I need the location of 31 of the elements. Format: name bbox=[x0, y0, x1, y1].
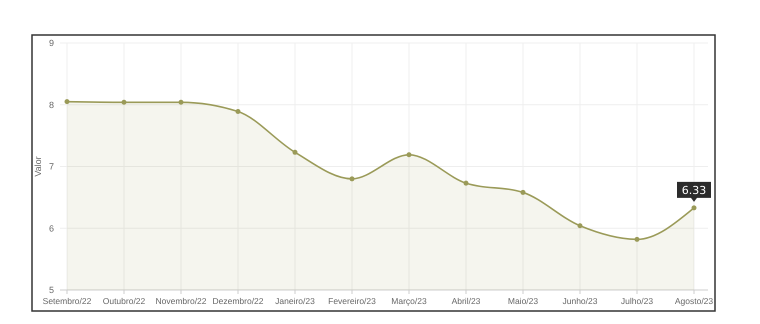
y-tick-label: 7 bbox=[48, 162, 54, 172]
point bbox=[520, 190, 526, 195]
y-axis-title: Valor bbox=[33, 156, 43, 177]
point bbox=[464, 180, 468, 186]
x-tick-label: Dezembro/22 bbox=[212, 296, 264, 306]
x-tick-label: Janeiro/23 bbox=[275, 296, 316, 306]
x-tick-label: Junho/23 bbox=[562, 296, 598, 306]
x-tick-label: Novembro/22 bbox=[155, 296, 207, 306]
point bbox=[578, 223, 582, 228]
point bbox=[692, 205, 696, 210]
point bbox=[634, 236, 640, 242]
x-tick-label: Abril/23 bbox=[452, 296, 481, 306]
point bbox=[122, 100, 126, 105]
y-tick-label: 8 bbox=[48, 100, 54, 110]
y-tick-label: 6 bbox=[48, 223, 54, 234]
point bbox=[292, 150, 298, 155]
x-tick-label: Setembro/22 bbox=[42, 296, 92, 306]
point bbox=[350, 176, 354, 182]
x-tick-label: Agosto/23 bbox=[674, 296, 714, 306]
point bbox=[406, 152, 412, 158]
point bbox=[236, 109, 240, 114]
x-tick-label: Março/23 bbox=[391, 296, 427, 306]
x-tick-label: Julho/23 bbox=[620, 296, 654, 306]
point bbox=[64, 99, 70, 104]
y-tick-label: 5 bbox=[48, 285, 54, 296]
x-tick-label: Outubro/22 bbox=[102, 296, 146, 306]
data-label: 6.33 bbox=[682, 184, 706, 197]
x-tick-label: Maio/23 bbox=[508, 296, 538, 306]
y-tick-label: 9 bbox=[48, 38, 54, 48]
x-tick-label: Fevereiro/23 bbox=[328, 296, 376, 306]
point bbox=[178, 100, 184, 105]
